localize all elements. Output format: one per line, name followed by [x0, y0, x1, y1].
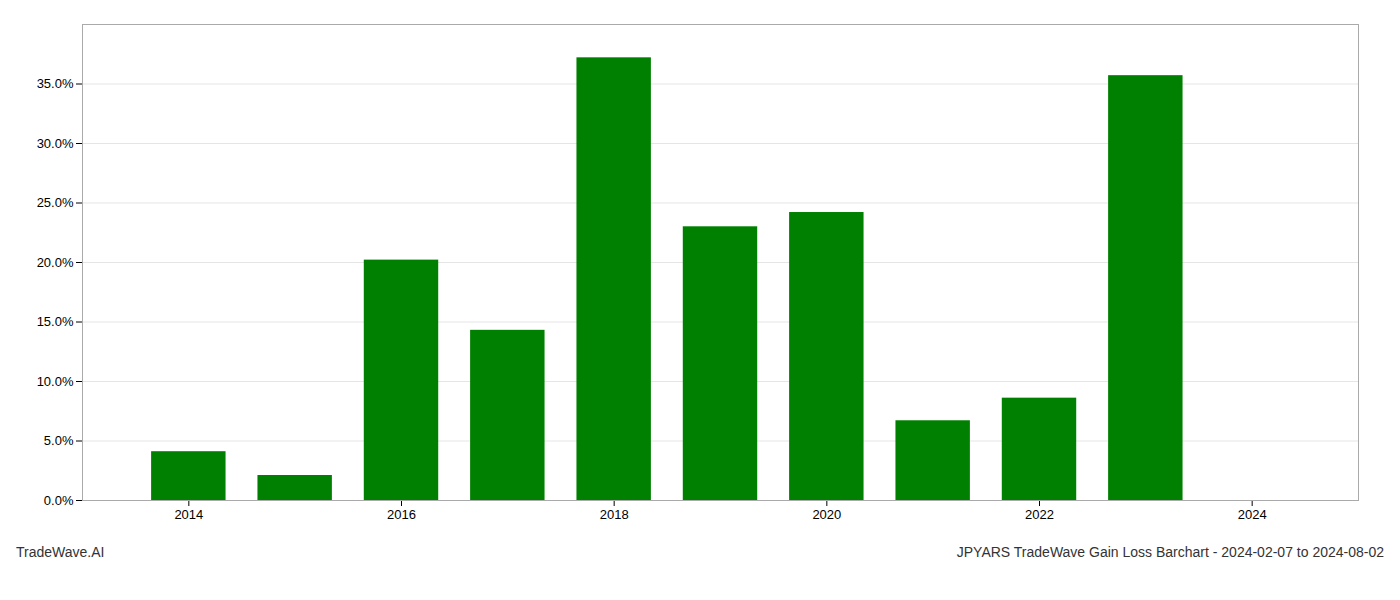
svg-text:20.0%: 20.0%	[37, 255, 74, 270]
svg-text:25.0%: 25.0%	[37, 195, 74, 210]
svg-text:15.0%: 15.0%	[37, 314, 74, 329]
svg-text:2014: 2014	[174, 507, 203, 522]
svg-text:10.0%: 10.0%	[37, 374, 74, 389]
svg-text:2022: 2022	[1025, 507, 1054, 522]
svg-text:2016: 2016	[387, 507, 416, 522]
svg-text:0.0%: 0.0%	[44, 493, 74, 508]
html-text:JPYARS TradeWave Gain Loss Bar: JPYARS TradeWave Gain Loss Barchart - 20…	[956, 544, 1384, 560]
html-text:TradeWave.AI: TradeWave.AI	[16, 544, 105, 560]
svg-text:2024: 2024	[1238, 507, 1267, 522]
svg-text:35.0%: 35.0%	[37, 76, 74, 91]
svg-text:2020: 2020	[812, 507, 841, 522]
svg-text:30.0%: 30.0%	[37, 136, 74, 151]
svg-text:5.0%: 5.0%	[44, 433, 74, 448]
svg-text:2018: 2018	[600, 507, 629, 522]
